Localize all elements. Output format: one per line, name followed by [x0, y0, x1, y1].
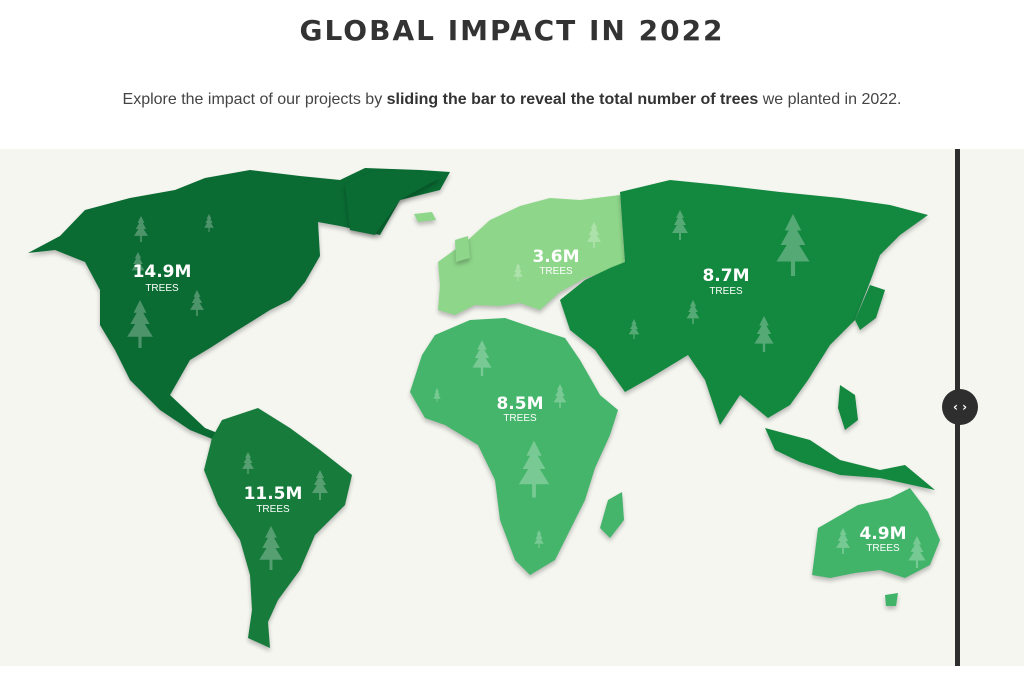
- europe-shape: [438, 195, 625, 315]
- continent-north-america: 14.9M TREES: [28, 168, 450, 442]
- tasmania-shape: [885, 593, 898, 606]
- continent-africa: 8.5M TREES: [410, 318, 624, 575]
- south-america-shape: [204, 408, 352, 648]
- south-america-unit: TREES: [256, 504, 290, 515]
- south-america-value: 11.5M: [244, 484, 303, 504]
- north-america-value: 14.9M: [133, 262, 192, 282]
- australia-shape: [812, 488, 940, 578]
- europe-value: 3.6M: [532, 247, 579, 267]
- left-right-arrows-icon[interactable]: ‹ ›: [942, 389, 978, 425]
- asia-shape: [560, 180, 928, 425]
- asia-unit: TREES: [709, 286, 743, 297]
- greenland-shape: [345, 170, 440, 235]
- africa-shape: [410, 318, 618, 575]
- iceland-shape: [414, 212, 436, 222]
- indonesia-shape: [765, 428, 935, 490]
- philippines-shape: [838, 385, 858, 430]
- japan-shape: [855, 285, 885, 330]
- oceania-value: 4.9M: [859, 524, 906, 544]
- oceania-unit: TREES: [866, 543, 900, 554]
- continent-europe: 3.6M TREES: [414, 195, 625, 315]
- africa-value: 8.5M: [496, 394, 543, 414]
- world-map: 14.9M TREES 11.5M TREES 3.6M TREES: [0, 149, 1024, 666]
- continent-south-america: 11.5M TREES: [204, 408, 352, 648]
- africa-unit: TREES: [503, 413, 537, 424]
- north-america-shape: [28, 168, 450, 442]
- uk-shape: [455, 236, 470, 262]
- world-map-svg: 14.9M TREES 11.5M TREES 3.6M TREES: [28, 168, 940, 648]
- north-america-unit: TREES: [145, 283, 179, 294]
- page-title: GLOBAL IMPACT IN 2022: [299, 14, 725, 47]
- asia-value: 8.7M: [702, 266, 749, 286]
- madagascar-shape: [600, 492, 624, 538]
- intro-text: Explore the impact of our projects by sl…: [122, 91, 902, 108]
- continent-oceania: 4.9M TREES: [812, 488, 940, 606]
- europe-unit: TREES: [539, 266, 573, 277]
- continent-asia: 8.7M TREES: [560, 180, 935, 490]
